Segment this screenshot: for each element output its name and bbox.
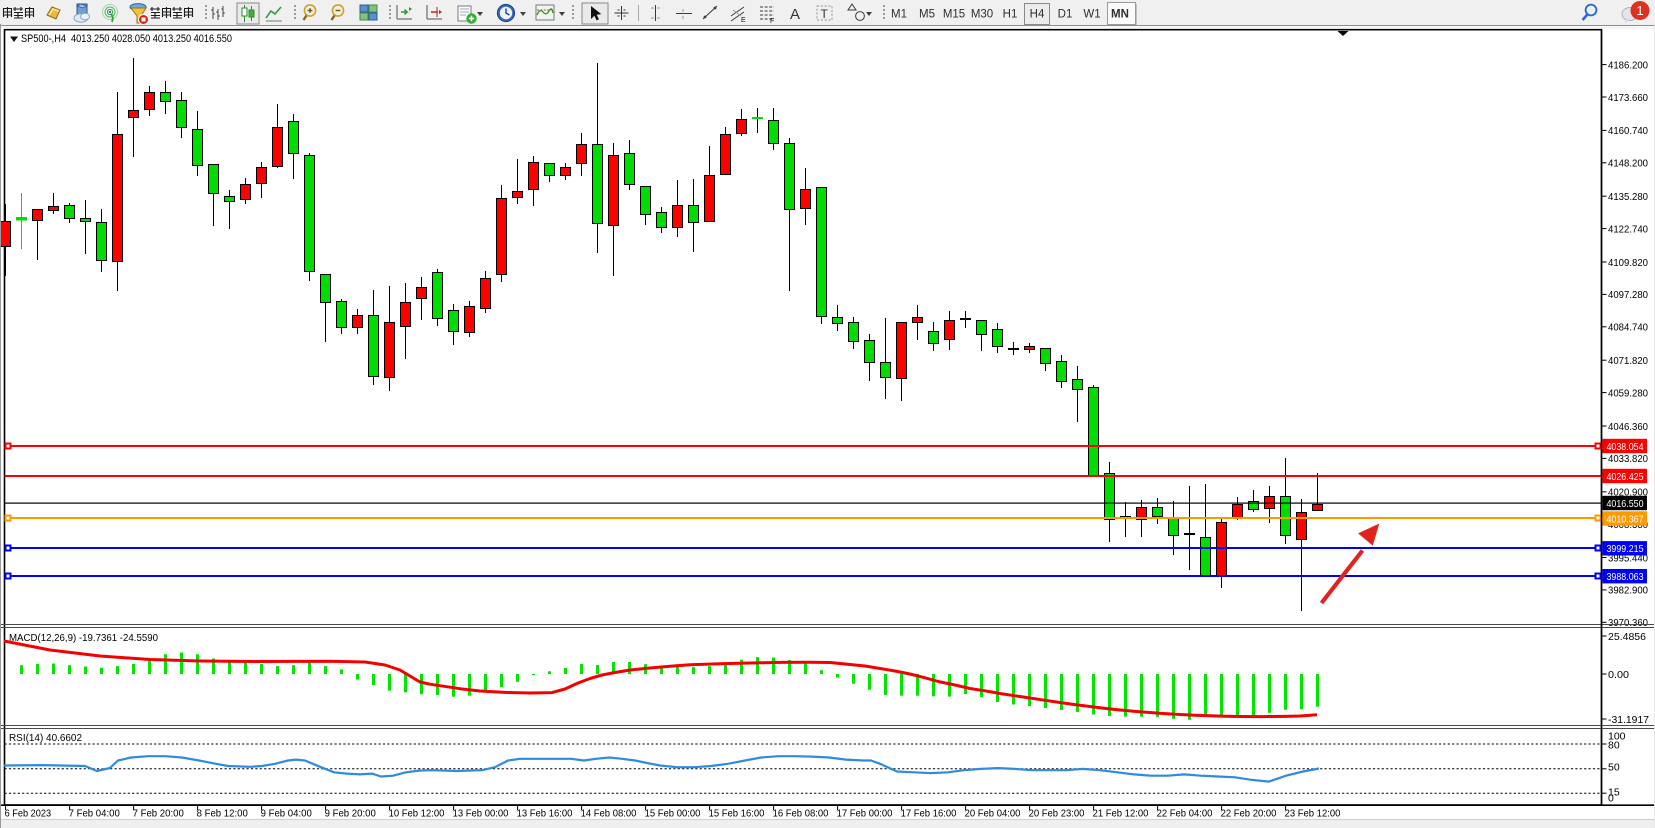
svg-text:15: 15 [1608,787,1620,799]
svg-text:7 Feb 20:00: 7 Feb 20:00 [133,807,184,819]
svg-text:3999.215: 3999.215 [1607,543,1644,555]
svg-text:4186.200: 4186.200 [1608,59,1648,71]
svg-text:23 Feb 12:00: 23 Feb 12:00 [1285,807,1341,819]
svg-text:0: 0 [1608,792,1614,804]
svg-text:1: 1 [1636,3,1643,18]
svg-text:W1: W1 [1083,9,1100,21]
svg-text:4046.360: 4046.360 [1608,421,1648,433]
svg-text:15 Feb 00:00: 15 Feb 00:00 [645,807,701,819]
svg-text:22 Feb 04:00: 22 Feb 04:00 [1157,807,1213,819]
svg-text:4135.280: 4135.280 [1608,191,1648,203]
svg-text:10 Feb 12:00: 10 Feb 12:00 [389,807,445,819]
svg-text:3982.900: 3982.900 [1608,585,1648,597]
svg-text:3988.063: 3988.063 [1607,571,1644,583]
svg-text:4071.820: 4071.820 [1608,355,1648,367]
svg-text:RSI(14) 40.6602: RSI(14) 40.6602 [9,732,82,744]
svg-text:9 Feb 20:00: 9 Feb 20:00 [325,807,376,819]
svg-text:4059.280: 4059.280 [1608,387,1648,399]
svg-text:F: F [770,18,774,25]
svg-text:D1: D1 [1058,9,1073,21]
svg-text:E: E [741,17,746,24]
svg-text:M15: M15 [943,9,965,21]
svg-text:4010.367: 4010.367 [1607,513,1644,525]
svg-text:17 Feb 00:00: 17 Feb 00:00 [837,807,893,819]
svg-text:9 Feb 04:00: 9 Feb 04:00 [261,807,312,819]
svg-text:MN: MN [1111,9,1129,21]
svg-text:4109.820: 4109.820 [1608,257,1648,269]
svg-text:13 Feb 00:00: 13 Feb 00:00 [453,807,509,819]
svg-text:80: 80 [1608,739,1620,751]
svg-text:M30: M30 [971,9,993,21]
svg-text:4020.900: 4020.900 [1608,487,1648,499]
svg-text:M1: M1 [891,9,907,21]
svg-text:4084.740: 4084.740 [1608,322,1648,334]
svg-text:20 Feb 23:00: 20 Feb 23:00 [1029,807,1085,819]
svg-text:4097.280: 4097.280 [1608,289,1648,301]
svg-text:4016.550: 4016.550 [1607,498,1644,510]
svg-text:4026.425: 4026.425 [1607,471,1644,483]
svg-text:4160.740: 4160.740 [1608,125,1648,137]
svg-text:MACD(12,26,9) -19.7361 -24.559: MACD(12,26,9) -19.7361 -24.5590 [9,632,158,644]
svg-text:4038.054: 4038.054 [1607,441,1644,453]
svg-text:16 Feb 08:00: 16 Feb 08:00 [773,807,829,819]
svg-text:4122.740: 4122.740 [1608,223,1648,235]
svg-text:21 Feb 12:00: 21 Feb 12:00 [1093,807,1149,819]
svg-text:100: 100 [1608,730,1626,742]
svg-text:4033.820: 4033.820 [1608,453,1648,465]
svg-text:17 Feb 16:00: 17 Feb 16:00 [901,807,957,819]
svg-text:4148.200: 4148.200 [1608,158,1648,170]
svg-text:3970.360: 3970.360 [1608,617,1648,629]
svg-text:T: T [821,7,829,21]
svg-text:20 Feb 04:00: 20 Feb 04:00 [965,807,1021,819]
svg-text:M5: M5 [919,9,935,21]
svg-text:13 Feb 16:00: 13 Feb 16:00 [517,807,573,819]
svg-text:25.4856: 25.4856 [1608,631,1646,643]
svg-text:-31.1917: -31.1917 [1608,714,1649,726]
svg-text:H4: H4 [1030,9,1045,21]
svg-text:15 Feb 16:00: 15 Feb 16:00 [709,807,765,819]
svg-text:SP500-,H4 4013.250 4028.050 4: SP500-,H4 4013.250 4028.050 4013.250 401… [21,33,232,45]
svg-text:A: A [790,6,800,23]
svg-text:14 Feb 08:00: 14 Feb 08:00 [581,807,637,819]
svg-text:6 Feb 2023: 6 Feb 2023 [5,807,52,819]
svg-text:4173.660: 4173.660 [1608,92,1648,104]
svg-text:22 Feb 20:00: 22 Feb 20:00 [1221,807,1277,819]
svg-text:8 Feb 12:00: 8 Feb 12:00 [197,807,248,819]
svg-text:7 Feb 04:00: 7 Feb 04:00 [69,807,120,819]
svg-text:0.00: 0.00 [1608,669,1629,681]
svg-text:50: 50 [1608,761,1620,773]
svg-text:H1: H1 [1003,9,1018,21]
